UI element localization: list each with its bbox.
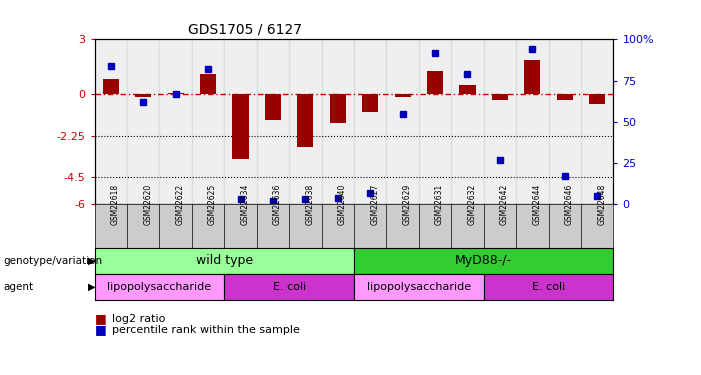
- Bar: [168, 93, 184, 94]
- Bar: [297, 94, 313, 147]
- Text: GSM22642: GSM22642: [500, 184, 509, 225]
- Text: GSM22618: GSM22618: [111, 184, 120, 225]
- Bar: [95, 39, 127, 204]
- Text: GSM22625: GSM22625: [208, 184, 217, 225]
- Text: GDS1705 / 6127: GDS1705 / 6127: [188, 23, 302, 37]
- Text: GSM22629: GSM22629: [402, 184, 411, 225]
- Text: ■: ■: [95, 312, 107, 325]
- Text: GSM22632: GSM22632: [468, 184, 477, 225]
- Text: GSM22634: GSM22634: [240, 184, 250, 225]
- Bar: [524, 60, 540, 94]
- Text: GSM22631: GSM22631: [435, 184, 444, 225]
- Text: agent: agent: [4, 282, 34, 292]
- Text: lipopolysaccharide: lipopolysaccharide: [107, 282, 212, 292]
- Bar: [362, 94, 379, 112]
- Bar: [322, 39, 354, 204]
- Text: wild type: wild type: [196, 254, 253, 267]
- Bar: [233, 94, 249, 159]
- Text: GSM22640: GSM22640: [338, 184, 347, 225]
- Bar: [581, 39, 613, 204]
- Bar: [224, 39, 257, 204]
- Text: ■: ■: [95, 324, 107, 336]
- Bar: [418, 39, 451, 204]
- Bar: [589, 94, 605, 105]
- Text: log2 ratio: log2 ratio: [112, 314, 165, 324]
- Text: GSM22627: GSM22627: [370, 184, 379, 225]
- Bar: [492, 94, 508, 100]
- Text: GSM22636: GSM22636: [273, 184, 282, 225]
- Bar: [354, 39, 386, 204]
- Text: E. coli: E. coli: [532, 282, 565, 292]
- Text: GSM22644: GSM22644: [532, 184, 541, 225]
- Text: GSM22648: GSM22648: [597, 184, 606, 225]
- Bar: [386, 39, 418, 204]
- Text: MyD88-/-: MyD88-/-: [455, 254, 512, 267]
- Text: GSM22620: GSM22620: [143, 184, 152, 225]
- Bar: [200, 74, 216, 94]
- Text: lipopolysaccharide: lipopolysaccharide: [367, 282, 471, 292]
- Bar: [103, 79, 119, 94]
- Text: ▶: ▶: [88, 256, 95, 266]
- Bar: [127, 39, 160, 204]
- Bar: [160, 39, 192, 204]
- Bar: [459, 85, 475, 94]
- Bar: [557, 94, 573, 100]
- Bar: [257, 39, 290, 204]
- Text: GSM22638: GSM22638: [306, 184, 314, 225]
- Bar: [265, 94, 281, 120]
- Bar: [329, 94, 346, 123]
- Bar: [451, 39, 484, 204]
- Text: GSM22646: GSM22646: [565, 184, 573, 225]
- Text: percentile rank within the sample: percentile rank within the sample: [112, 325, 300, 335]
- Bar: [135, 94, 151, 97]
- Bar: [516, 39, 549, 204]
- Text: GSM22622: GSM22622: [176, 184, 184, 225]
- Bar: [192, 39, 224, 204]
- Bar: [427, 70, 443, 94]
- Bar: [549, 39, 581, 204]
- Text: E. coli: E. coli: [273, 282, 306, 292]
- Bar: [395, 94, 411, 97]
- Text: genotype/variation: genotype/variation: [4, 256, 102, 266]
- Bar: [484, 39, 516, 204]
- Bar: [290, 39, 322, 204]
- Text: ▶: ▶: [88, 282, 95, 292]
